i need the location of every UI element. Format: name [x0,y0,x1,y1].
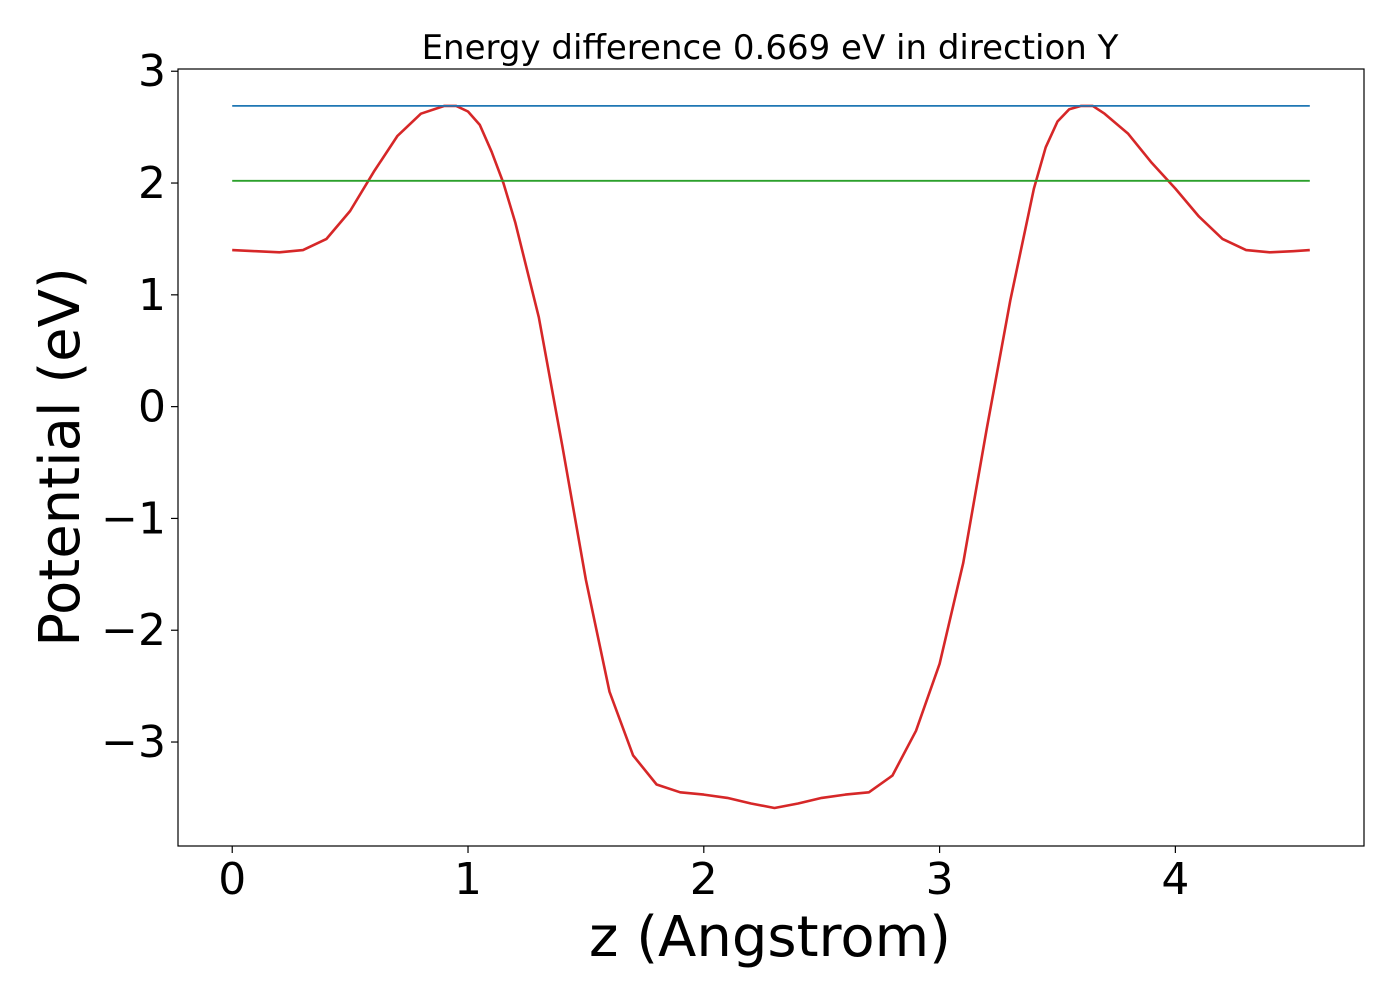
y-tick-label: 3 [138,46,166,97]
x-tick-label: 1 [454,854,482,905]
y-tick-label: −2 [101,605,166,656]
x-axis-label: z (Angstrom) [589,905,951,970]
x-tick-label: 0 [218,854,246,905]
chart-title: Energy difference 0.669 eV in direction … [422,28,1119,68]
y-tick-label: −1 [101,493,166,544]
plot-frame [177,68,1365,847]
x-axis-ticks: 0 1 2 3 4 [218,846,1189,905]
y-axis-label: Potential (eV) [28,267,93,647]
series-layer [232,104,1310,810]
series-line-1 [232,104,1310,810]
y-tick-label: −3 [101,717,166,768]
y-tick-label: 0 [138,382,166,433]
x-tick-label: 4 [1161,854,1189,905]
y-axis-ticks: 3 2 1 0 −1 −2 −3 [101,46,178,768]
y-tick-label: 2 [138,158,166,209]
y-tick-label: 1 [138,270,166,321]
x-tick-label: 3 [926,854,954,905]
x-tick-label: 2 [690,854,718,905]
